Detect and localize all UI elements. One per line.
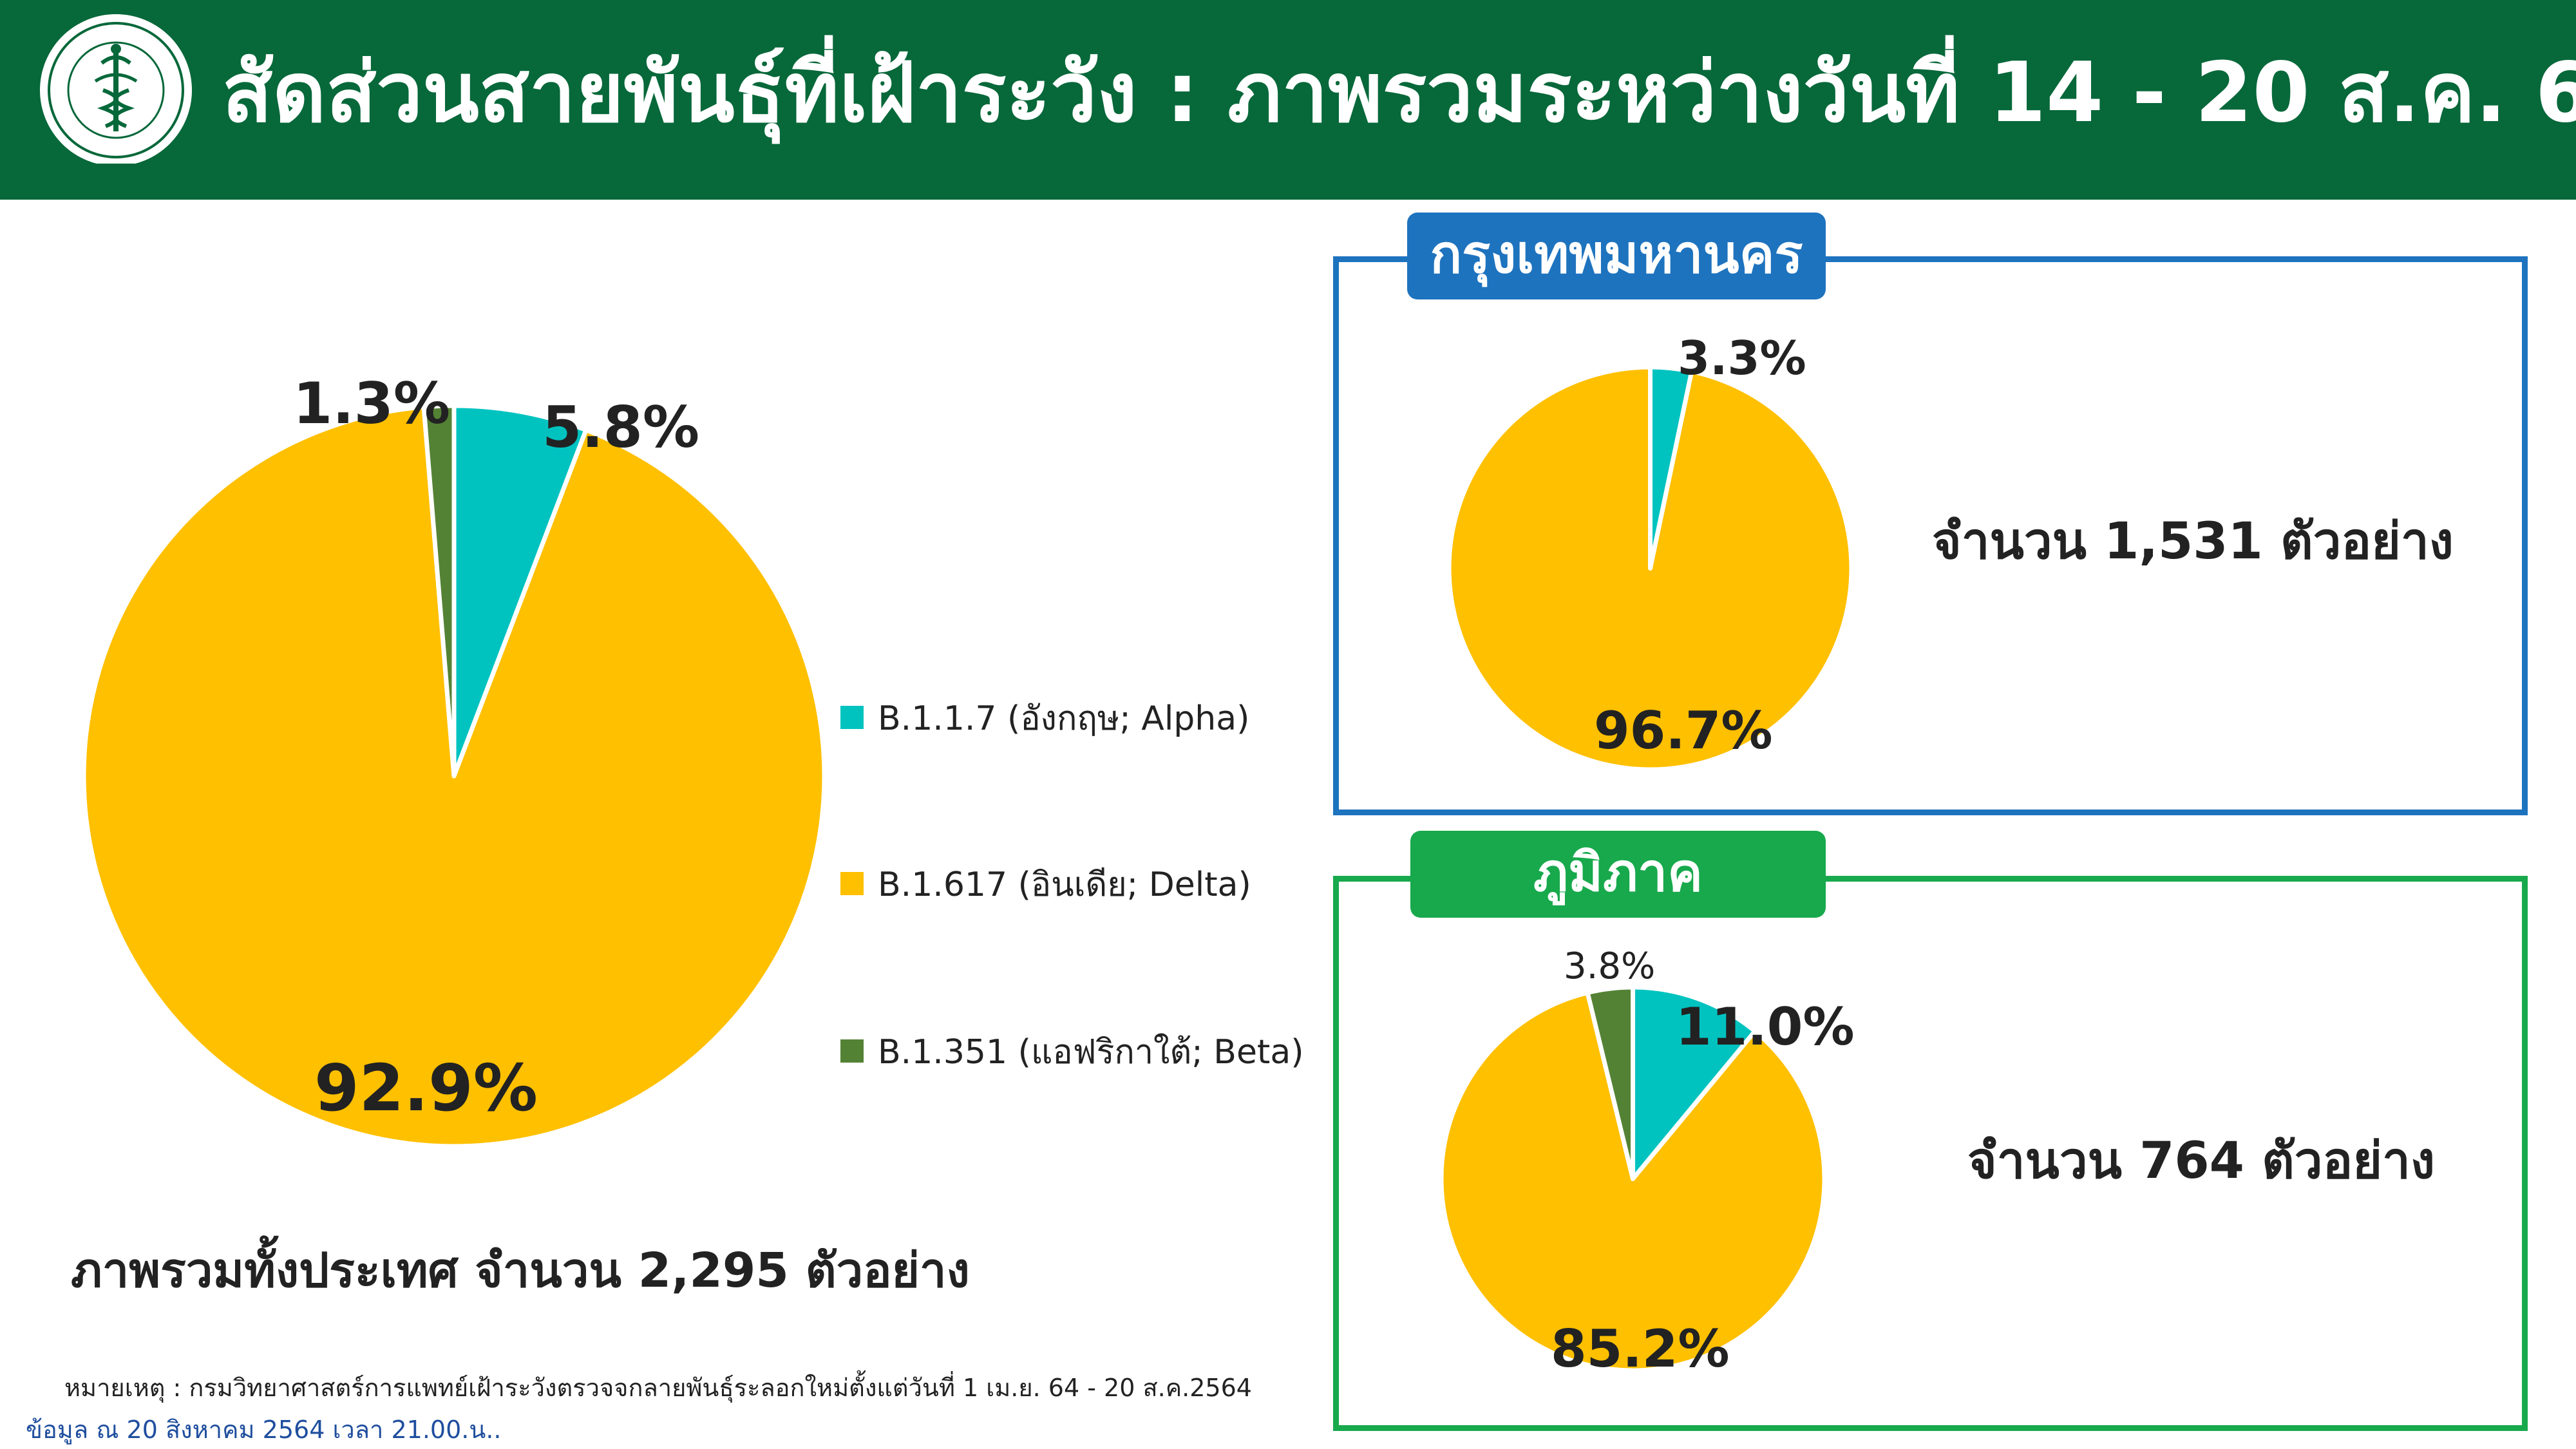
bangkok-pie-chart	[1446, 365, 1854, 772]
region-alpha-label: 11.0%	[1676, 997, 1855, 1057]
footnote: หมายเหตุ : กรมวิทยาศาสตร์การแพทย์เฝ้าระว…	[64, 1374, 1252, 1402]
ministry-logo	[26, 14, 206, 180]
region-pie-slice-delta	[1439, 990, 1827, 1373]
bangkok-tab-title: กรุงเทพมหานคร	[1407, 213, 1826, 299]
national-beta-label: 1.3%	[293, 370, 451, 437]
national-total-caption: ภาพรวมทั้งประเทศ จำนวน 2,295 ตัวอย่าง	[71, 1243, 970, 1298]
national-pie-chart	[81, 403, 827, 1149]
legend-item-alpha: B.1.1.7 (อังกฤษ; Alpha)	[840, 696, 1330, 741]
region-beta-label: 3.8%	[1564, 945, 1656, 987]
legend-swatch-delta	[840, 872, 864, 895]
bangkok-alpha-label: 3.3%	[1678, 331, 1806, 385]
national-alpha-label: 5.8%	[542, 394, 700, 460]
legend-item-beta: B.1.351 (แอฟริกาใต้; Beta)	[840, 1029, 1330, 1074]
legend-swatch-alpha	[840, 706, 864, 729]
national-pie-slice-beta	[421, 403, 457, 779]
national-delta-label: 92.9%	[314, 1050, 538, 1126]
bangkok-delta-label: 96.7%	[1594, 701, 1773, 761]
region-delta-label: 85.2%	[1551, 1319, 1730, 1379]
region-tab-title: ภูมิภาค	[1410, 831, 1826, 918]
page-title: สัดส่วนสายพันธุ์ที่เฝ้าระวัง : ภาพรวมระห…	[222, 45, 2576, 141]
legend-label-beta: B.1.351 (แอฟริกาใต้; Beta)	[878, 1033, 1304, 1072]
legend-item-delta: B.1.617 (อินเดีย; Delta)	[840, 862, 1330, 907]
bangkok-pie-slice-delta	[1446, 365, 1854, 772]
legend-swatch-beta	[840, 1039, 864, 1063]
bangkok-sample-count: จำนวน 1,531 ตัวอย่าง	[1932, 513, 2454, 571]
region-pie-slice-beta	[1585, 985, 1635, 1181]
legend-label-delta: B.1.617 (อินเดีย; Delta)	[878, 866, 1251, 904]
region-pie-slice-alpha	[1631, 985, 1757, 1181]
data-timestamp: ข้อมูล ณ 20 สิงหาคม 2564 เวลา 21.00.น..	[26, 1416, 502, 1444]
region-sample-count: จำนวน 764 ตัวอย่าง	[1967, 1132, 2435, 1190]
legend-label-alpha: B.1.1.7 (อังกฤษ; Alpha)	[878, 699, 1250, 738]
header-bar: สัดส่วนสายพันธุ์ที่เฝ้าระวัง : ภาพรวมระห…	[0, 0, 2576, 200]
region-pie-chart	[1439, 985, 1827, 1373]
